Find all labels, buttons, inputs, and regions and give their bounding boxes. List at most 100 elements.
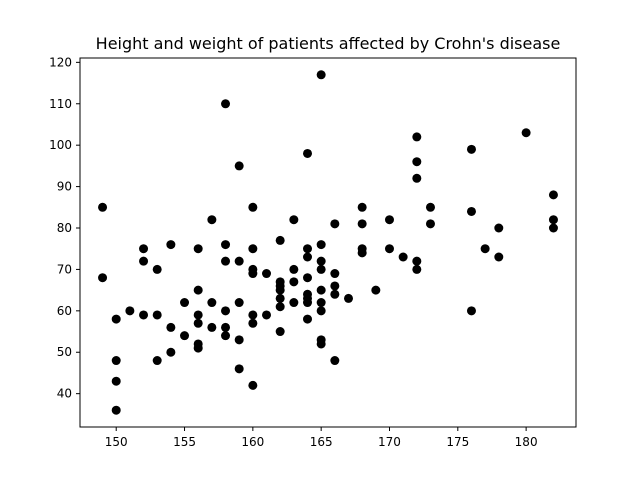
data-point [289,298,299,308]
data-point [180,331,190,341]
data-point [125,306,135,316]
data-point [248,244,258,254]
data-point [111,405,121,415]
data-point [221,331,231,341]
plot-area-frame [79,57,577,428]
data-point [275,285,285,295]
y-tick-label: 70 [57,262,72,276]
data-point [139,244,149,254]
y-tick-label: 60 [57,304,72,318]
x-tick-label: 170 [378,435,401,449]
data-point [316,285,326,295]
data-point [289,264,299,274]
x-tick-label: 180 [515,435,538,449]
y-tick-label: 100 [49,138,72,152]
x-tick-label: 155 [173,435,196,449]
data-point [234,161,244,171]
data-point [111,356,121,366]
data-point [139,310,149,320]
data-point [521,128,531,138]
data-point [412,132,422,142]
x-tick-label: 175 [446,435,469,449]
data-point [248,202,258,212]
data-point [111,376,121,386]
data-point [412,264,422,274]
data-point [412,157,422,167]
data-point [343,293,353,303]
data-point [548,190,558,200]
data-point [193,310,203,320]
data-point [425,202,435,212]
y-tick-label: 50 [57,345,72,359]
y-tick-label: 40 [57,387,72,401]
data-point [275,302,285,312]
data-point [289,215,299,225]
data-point [111,314,121,324]
x-axis-ticks: 150 155 160 165 170 175 180 [105,427,538,449]
data-point [548,223,558,233]
data-point [303,298,313,308]
data-point [330,289,340,299]
data-point [425,219,435,229]
data-point [275,293,285,303]
data-point [248,269,258,279]
x-tick-label: 165 [310,435,333,449]
data-point [384,215,394,225]
data-point [330,219,340,229]
data-point [152,356,162,366]
data-point [221,256,231,266]
data-point [207,215,217,225]
data-point [316,240,326,250]
data-point [166,240,176,250]
data-point [275,235,285,245]
data-point [303,252,313,262]
data-point [152,264,162,274]
data-point [548,215,558,225]
data-point [494,252,504,262]
data-point [221,306,231,316]
x-tick-label: 150 [105,435,128,449]
data-point [193,285,203,295]
data-point [466,306,476,316]
y-tick-label: 110 [49,97,72,111]
data-point [248,380,258,390]
data-point [384,244,394,254]
data-point [357,219,367,229]
data-point [466,144,476,154]
data-point [371,285,381,295]
data-point [180,298,190,308]
data-point [480,244,490,254]
data-point [289,277,299,287]
data-point [98,202,108,212]
data-point [494,223,504,233]
data-point [221,322,231,332]
data-point [316,70,326,80]
data-point [234,364,244,374]
data-point [303,148,313,158]
data-point [316,339,326,349]
y-axis-ticks: 40 50 60 70 80 90 100 110 120 [49,55,80,401]
data-point [262,269,272,279]
data-point [412,173,422,183]
data-point [316,256,326,266]
x-tick-label: 160 [241,435,264,449]
data-point [166,347,176,357]
data-point [207,298,217,308]
chart-title: Height and weight of patients affected b… [96,34,561,53]
data-point [166,322,176,332]
data-point [466,206,476,216]
data-point [234,335,244,345]
data-point [316,306,326,316]
data-point [316,298,326,308]
y-tick-label: 90 [57,180,72,194]
data-point [221,240,231,250]
data-point [412,256,422,266]
data-point [303,314,313,324]
data-point [221,99,231,109]
data-point [234,256,244,266]
data-point [193,318,203,328]
data-point [207,322,217,332]
data-point [398,252,408,262]
